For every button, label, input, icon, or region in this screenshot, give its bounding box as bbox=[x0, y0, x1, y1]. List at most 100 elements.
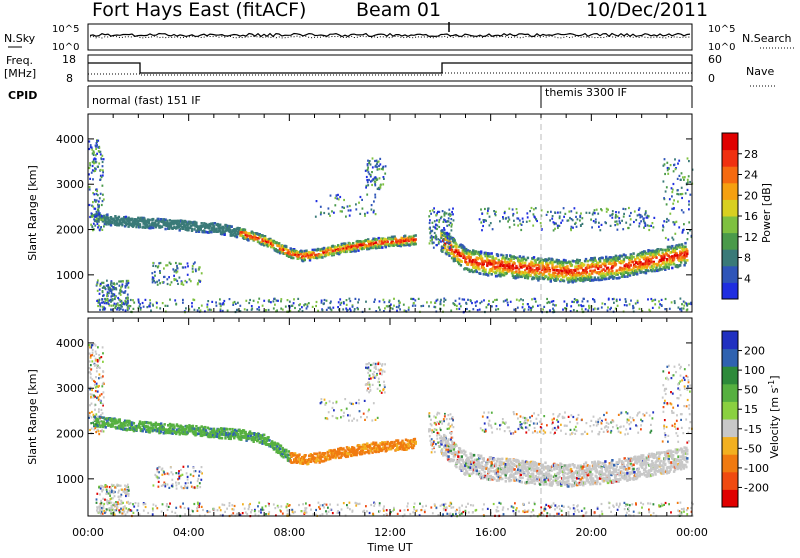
power-point bbox=[591, 226, 593, 228]
power-point bbox=[162, 281, 164, 283]
power-point bbox=[155, 265, 157, 267]
power-point bbox=[587, 309, 589, 311]
velocity-point bbox=[224, 437, 226, 440]
power-point bbox=[262, 305, 264, 307]
power-point bbox=[496, 305, 498, 307]
power-point bbox=[481, 229, 483, 231]
power-point bbox=[510, 301, 512, 303]
power-point bbox=[125, 301, 127, 303]
power-point bbox=[385, 246, 387, 249]
power-point bbox=[671, 208, 673, 210]
power-point bbox=[320, 254, 322, 257]
power-point bbox=[438, 243, 440, 245]
power-point bbox=[273, 300, 275, 302]
power-point bbox=[558, 272, 560, 275]
power-point bbox=[436, 244, 438, 246]
power-point bbox=[174, 299, 176, 301]
power-point bbox=[443, 221, 445, 223]
power-point bbox=[436, 228, 438, 230]
cpid-mode-themis: themis 3300 IF bbox=[545, 86, 627, 99]
power-point bbox=[519, 219, 521, 221]
power-point bbox=[473, 263, 475, 266]
power-point bbox=[378, 188, 380, 190]
power-point bbox=[687, 238, 689, 240]
power-point bbox=[201, 305, 203, 307]
power-point bbox=[564, 300, 566, 302]
power-point bbox=[367, 164, 369, 166]
power-colorbar-swatch bbox=[722, 282, 738, 299]
power-point bbox=[165, 305, 167, 307]
power-point bbox=[449, 238, 451, 240]
power-point bbox=[522, 218, 524, 220]
power-point bbox=[121, 280, 123, 282]
power-point bbox=[185, 307, 187, 309]
power-point bbox=[624, 275, 626, 278]
power-point bbox=[512, 208, 514, 210]
power-point bbox=[562, 264, 564, 267]
power-point bbox=[436, 214, 438, 216]
power-point bbox=[594, 209, 596, 211]
power-point bbox=[522, 306, 524, 308]
power-point bbox=[559, 225, 561, 227]
power-point bbox=[671, 245, 673, 248]
power-point bbox=[667, 173, 669, 175]
power-point bbox=[664, 308, 666, 310]
power-point bbox=[671, 267, 673, 270]
power-point bbox=[330, 195, 332, 197]
power-point bbox=[575, 299, 577, 301]
power-point bbox=[235, 303, 237, 305]
power-point bbox=[89, 164, 91, 166]
power-point bbox=[644, 255, 646, 258]
power-point bbox=[607, 306, 609, 308]
power-point bbox=[666, 218, 668, 220]
power-point bbox=[433, 242, 435, 244]
power-point bbox=[575, 216, 577, 218]
power-point bbox=[629, 303, 631, 305]
power-point bbox=[343, 207, 345, 209]
power-point bbox=[440, 237, 442, 239]
power-point bbox=[156, 281, 158, 283]
nsky-tick-low: 10^0 bbox=[52, 42, 79, 53]
power-point bbox=[111, 222, 113, 225]
power-point bbox=[308, 302, 310, 304]
power-point bbox=[106, 285, 108, 287]
power-point bbox=[570, 210, 572, 212]
power-point bbox=[130, 299, 132, 301]
power-point bbox=[195, 222, 197, 225]
power-point bbox=[432, 222, 434, 224]
power-point bbox=[364, 215, 366, 217]
power-y-tick-label: 4000 bbox=[56, 133, 84, 146]
power-point bbox=[689, 194, 691, 196]
station-title: Fort Hays East (fitACF) bbox=[92, 0, 306, 21]
power-point bbox=[512, 214, 514, 216]
power-point bbox=[365, 170, 367, 172]
power-point bbox=[413, 302, 415, 304]
power-point bbox=[315, 216, 317, 218]
power-point bbox=[688, 221, 690, 223]
power-point bbox=[686, 259, 688, 262]
power-point bbox=[434, 302, 436, 304]
power-point bbox=[365, 186, 367, 188]
power-point bbox=[376, 179, 378, 181]
power-point bbox=[497, 308, 499, 310]
nsearch-label: N.Search bbox=[742, 32, 792, 45]
power-point bbox=[207, 300, 209, 302]
power-point bbox=[100, 193, 102, 195]
power-point bbox=[368, 162, 370, 164]
power-point bbox=[438, 226, 440, 228]
power-point bbox=[97, 279, 99, 281]
power-point bbox=[483, 221, 485, 223]
power-point bbox=[643, 220, 645, 222]
power-point bbox=[111, 298, 113, 300]
power-point bbox=[686, 253, 688, 256]
power-point bbox=[101, 229, 103, 231]
power-point bbox=[609, 215, 611, 217]
power-point bbox=[537, 305, 539, 307]
power-point bbox=[433, 247, 435, 249]
power-point bbox=[536, 220, 538, 222]
power-point bbox=[389, 300, 391, 302]
power-point bbox=[615, 211, 617, 213]
power-point bbox=[152, 305, 154, 307]
power-point bbox=[251, 309, 253, 311]
